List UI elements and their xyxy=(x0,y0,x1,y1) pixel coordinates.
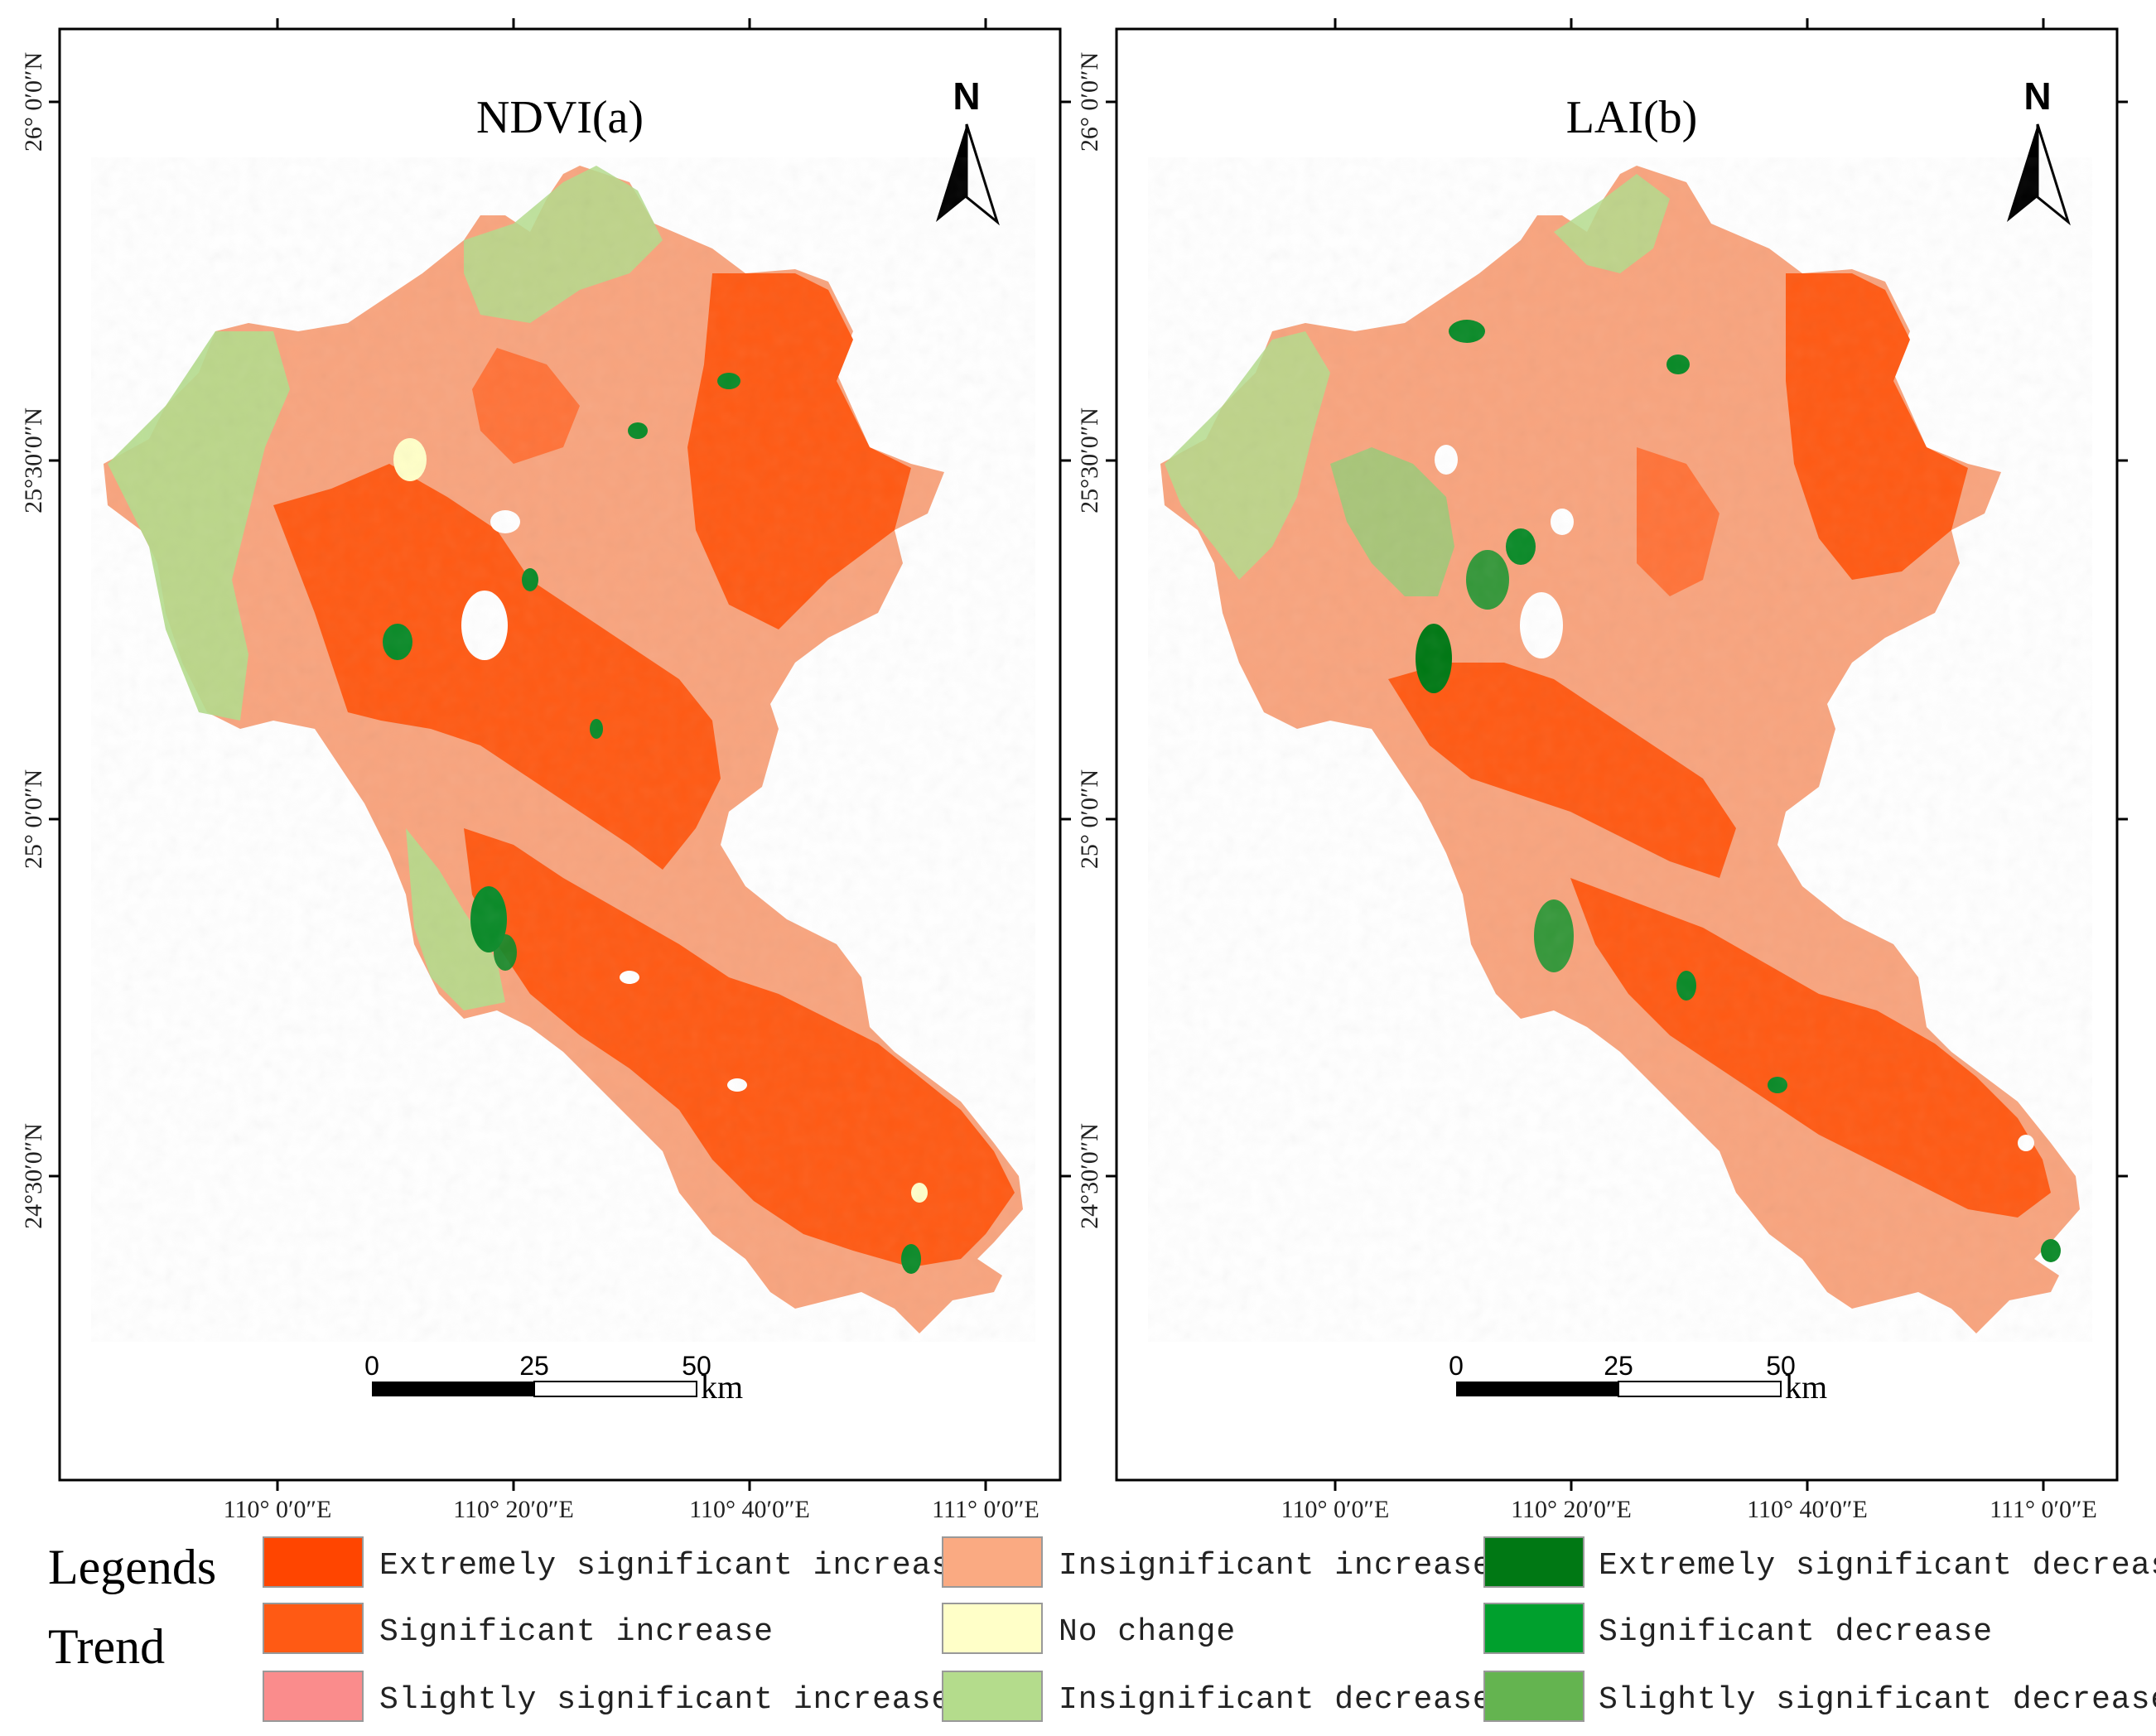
north-label: N xyxy=(2023,75,2051,118)
scale-tick-0: 0 xyxy=(364,1351,379,1381)
legend-label: Slightly significant increase xyxy=(379,1682,951,1718)
lon-label-110e: 110° 0′0″E xyxy=(1281,1496,1390,1523)
scale-tick-0: 0 xyxy=(1449,1351,1464,1381)
scale-bar: 0 25 50 km xyxy=(1449,1351,1827,1406)
legend-label: Insignificant increase xyxy=(1059,1548,1493,1584)
lon-label-110e: 110° 0′0″E xyxy=(224,1496,332,1523)
lat-label-25n: 25° 0′0″N xyxy=(1076,769,1103,869)
graticule-ticks xyxy=(1106,18,2128,1491)
legend-swatch xyxy=(263,1603,364,1654)
legend-swatch xyxy=(263,1671,364,1722)
legend-swatch xyxy=(263,1536,364,1588)
legend-label: Significant decrease xyxy=(1599,1614,1993,1650)
lon-label-111e: 111° 0′0″E xyxy=(1990,1496,2097,1523)
legend-subheading: Trend xyxy=(48,1619,165,1674)
lon-label-111e: 111° 0′0″E xyxy=(932,1496,1039,1523)
legend-swatch xyxy=(1483,1536,1584,1588)
lat-label-24-30n: 24°30′0″N xyxy=(20,1123,47,1229)
legend-item: Significant increase xyxy=(263,1603,774,1654)
legend-swatch xyxy=(942,1603,1043,1654)
lat-label-26n: 26° 0′0″N xyxy=(1076,52,1103,152)
lon-label-110-40e: 110° 40′0″E xyxy=(689,1496,810,1523)
legend-swatch xyxy=(1483,1603,1584,1654)
lon-label-110-40e: 110° 40′0″E xyxy=(1747,1496,1868,1523)
map-panel-ndvi: 26° 0′0″N 25°30′0″N 25° 0′0″N 24°30′0″N … xyxy=(20,18,1071,1523)
legend-item: Insignificant decrease xyxy=(942,1671,1493,1722)
legend-item: Slightly significant decrease xyxy=(1483,1671,2156,1722)
legend-heading: Legends xyxy=(48,1540,216,1594)
scale-tick-25: 25 xyxy=(1604,1351,1633,1381)
legend-item: Significant decrease xyxy=(1483,1603,1993,1654)
legend-label: Extremely significant decrease xyxy=(1599,1548,2156,1584)
legend-item: Insignificant increase xyxy=(942,1536,1493,1588)
map-panel-lai: 26° 0′0″N 25°30′0″N 25° 0′0″N 24°30′0″N … xyxy=(1076,18,2128,1523)
map-title: NDVI(a) xyxy=(476,92,644,143)
graticule-ticks xyxy=(49,18,1071,1491)
legend-item: Slightly significant increase xyxy=(263,1671,951,1722)
scale-unit: km xyxy=(1785,1368,1827,1406)
legend-item: Extremely significant decrease xyxy=(1483,1536,2156,1588)
study-area-lai xyxy=(1148,157,2092,1342)
lon-label-110-20e: 110° 20′0″E xyxy=(1511,1496,1632,1523)
legend-label: Significant increase xyxy=(379,1614,774,1650)
scale-bar: 0 25 50 km xyxy=(364,1351,743,1406)
map-title: LAI(b) xyxy=(1566,92,1698,143)
legend-label: Slightly significant decrease xyxy=(1599,1682,2156,1718)
legend-label: No change xyxy=(1059,1614,1236,1650)
legend-item: Extremely significant increase xyxy=(263,1536,971,1588)
north-label: N xyxy=(953,75,980,118)
lat-label-25-30n: 25°30′0″N xyxy=(20,407,47,514)
legend-swatch xyxy=(942,1536,1043,1588)
scale-tick-50: 50 xyxy=(1766,1351,1796,1381)
legend-swatch xyxy=(942,1671,1043,1722)
scale-tick-25: 25 xyxy=(519,1351,549,1381)
study-area-ndvi xyxy=(91,157,1035,1342)
scale-unit: km xyxy=(701,1368,743,1406)
lon-label-110-20e: 110° 20′0″E xyxy=(453,1496,574,1523)
lat-label-25-30n: 25°30′0″N xyxy=(1076,407,1103,514)
scale-tick-50: 50 xyxy=(682,1351,711,1381)
legend-swatch xyxy=(1483,1671,1584,1722)
lat-label-26n: 26° 0′0″N xyxy=(20,52,47,152)
legend-label: Extremely significant increase xyxy=(379,1548,971,1584)
lat-label-24-30n: 24°30′0″N xyxy=(1076,1123,1103,1229)
legend: Legends Trend Extremely significant incr… xyxy=(48,1536,2156,1722)
lat-label-25n: 25° 0′0″N xyxy=(20,769,47,869)
legend-label: Insignificant decrease xyxy=(1059,1682,1493,1718)
legend-item: No change xyxy=(942,1603,1236,1654)
